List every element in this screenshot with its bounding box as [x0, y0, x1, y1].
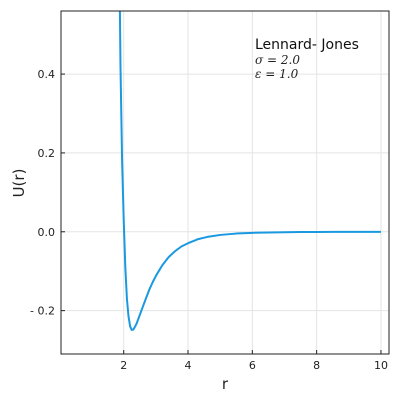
x-tick-label: 4	[185, 359, 192, 372]
annotation-epsilon: ε = 1.0	[255, 67, 299, 81]
y-tick-label: 0.4	[38, 68, 56, 81]
annotation: Lennard- Jones σ = 2.0 ε = 1.0	[255, 37, 359, 81]
x-ticks: 2 4 6 8 10	[120, 350, 388, 372]
plot-frame	[60, 10, 390, 355]
annotation-sigma: σ = 2.0	[255, 53, 300, 67]
annotation-title: Lennard- Jones	[255, 37, 359, 53]
y-ticks: - 0.2 0.0 0.2 0.4	[30, 68, 65, 318]
x-axis-title: r	[222, 375, 229, 393]
y-tick-label: 0.0	[38, 226, 56, 239]
y-tick-label: 0.2	[38, 147, 56, 160]
x-tick-label: 2	[120, 359, 127, 372]
y-tick-label: - 0.2	[30, 305, 55, 318]
y-axis-title: U(r)	[10, 169, 28, 198]
x-tick-label: 8	[313, 359, 320, 372]
grid	[61, 11, 389, 354]
plot-background	[61, 11, 389, 354]
series-group	[118, 11, 381, 331]
x-tick-label: 6	[249, 359, 256, 372]
x-tick-label: 10	[374, 359, 388, 372]
series-line	[118, 11, 381, 331]
